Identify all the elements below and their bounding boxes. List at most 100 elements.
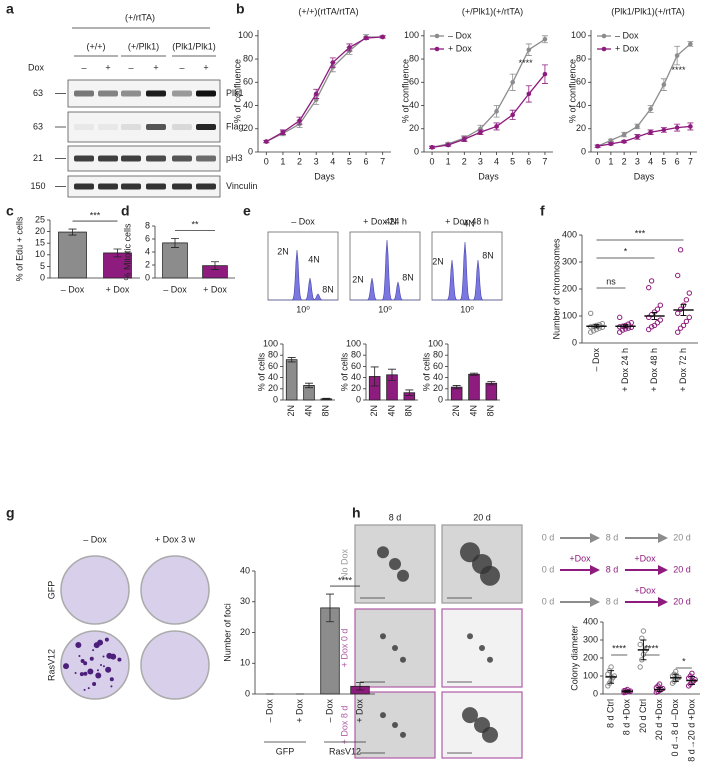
focus — [78, 654, 81, 657]
y-tick-label: 20 — [433, 383, 443, 393]
data-point — [657, 317, 663, 323]
point — [330, 60, 336, 65]
x-tick-label: 6 — [675, 156, 680, 166]
y-tick-label: 10 — [240, 658, 250, 668]
y-tick-label: 80 — [433, 350, 443, 360]
x-tick-label: + Dox 48 h — [649, 348, 659, 392]
y-tick-label: 8 — [145, 220, 150, 230]
error-bar — [452, 385, 461, 390]
flow-histogram — [268, 249, 338, 301]
error-bar — [388, 368, 396, 381]
comparison-label: ns — [606, 276, 616, 286]
y-tick-label: 20 — [240, 627, 250, 637]
point — [661, 82, 667, 87]
plate-col: – Dox — [83, 534, 107, 544]
legend-marker — [434, 46, 440, 52]
blot-band — [121, 183, 141, 190]
colony-row: + Dox 0 d — [339, 629, 349, 668]
protein-label: Flag — [226, 121, 244, 131]
y-tick-label: 40 — [409, 100, 419, 110]
mw-label: 150 — [30, 181, 45, 191]
blot-band — [172, 124, 192, 130]
focus — [79, 672, 84, 677]
y-tick-label: 40 — [268, 372, 278, 382]
y-tick-label: 20 — [576, 123, 586, 133]
blot-band — [196, 90, 216, 97]
peak-label: 4N — [463, 218, 475, 228]
genotype: (+/+) — [86, 41, 105, 51]
y-tick-label: 20 — [409, 123, 419, 133]
scheme-day: 8 d — [606, 532, 619, 542]
scheme-day: 8 d — [606, 564, 619, 574]
comparison-label: **** — [644, 643, 659, 653]
annotation: **** — [338, 575, 353, 585]
data-point — [642, 648, 648, 654]
error-bar — [326, 593, 334, 623]
point — [494, 109, 499, 114]
error-bar — [656, 686, 663, 693]
panel-label: d — [121, 203, 130, 219]
plate-row: RasV12 — [46, 649, 56, 681]
error-bar — [680, 304, 687, 316]
y-tick-label: 5 — [40, 261, 45, 271]
legend-label: + Dox — [448, 43, 472, 53]
y-axis-label: Colony diameter — [569, 625, 579, 691]
series-line — [265, 36, 383, 143]
x-axis-label: Days — [314, 171, 335, 181]
y-tick-label: 400 — [562, 229, 577, 239]
data-point — [683, 318, 690, 325]
y-tick-label: 60 — [351, 361, 361, 371]
error-bar — [211, 261, 219, 270]
point — [264, 139, 269, 144]
peak-label: 2N — [277, 246, 289, 256]
scheme-day: 0 d — [542, 564, 555, 574]
x-tick-label: + Dox — [106, 284, 130, 294]
x-tick-label: 6 — [364, 156, 369, 166]
comparison-label: **** — [612, 643, 627, 653]
x-tick-label: 4N — [468, 405, 478, 417]
x-tick-label: + Dox — [203, 284, 227, 294]
x-tick-label: 8N — [404, 405, 414, 417]
y-tick-label: 60 — [433, 361, 443, 371]
colony — [380, 712, 386, 719]
colony-row: No Dox — [339, 548, 349, 579]
y-tick-label: 4 — [145, 246, 150, 256]
data-point — [656, 681, 663, 687]
x-tick-label: + Dox — [354, 699, 364, 723]
y-tick-label: 100 — [346, 338, 361, 348]
y-axis-label: % Mitotic cells — [122, 223, 132, 281]
error-bar — [487, 381, 496, 386]
data-point — [660, 685, 666, 692]
x-tick-label: 0 — [264, 156, 269, 166]
scheme-day: 20 d — [673, 596, 691, 606]
focus — [80, 659, 85, 664]
colony — [467, 633, 473, 640]
x-tick-label: 5 — [661, 156, 666, 166]
blot-band — [146, 155, 166, 162]
y-tick-label: 20 — [243, 123, 253, 133]
panel-label: c — [6, 203, 14, 219]
y-tick-label: 400 — [583, 616, 598, 626]
data-point — [646, 284, 652, 291]
focus — [75, 642, 82, 649]
flow-x-tick: 10⁰ — [296, 304, 310, 314]
point — [510, 79, 515, 85]
flow-x-tick: 10⁰ — [378, 304, 392, 314]
point — [280, 129, 286, 135]
point — [595, 143, 600, 149]
dox-label: Dox — [28, 62, 45, 72]
legend-marker — [601, 33, 607, 39]
data-point — [646, 314, 652, 321]
x-tick-label: 3 — [314, 156, 319, 166]
point — [478, 129, 483, 135]
y-axis-label: Number of foci — [222, 603, 232, 662]
point — [363, 35, 369, 41]
peak-label: 4N — [385, 216, 397, 226]
y-tick-label: 0 — [248, 146, 253, 156]
y-tick-label: 0 — [245, 688, 250, 698]
point — [635, 134, 640, 140]
error-bar — [356, 682, 364, 691]
point — [526, 47, 532, 53]
x-tick-label: 7 — [380, 156, 385, 166]
blot-band — [98, 155, 118, 162]
